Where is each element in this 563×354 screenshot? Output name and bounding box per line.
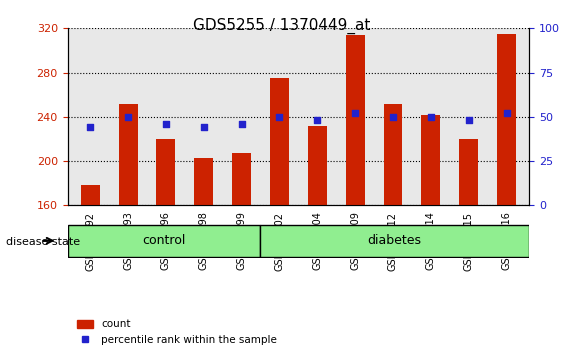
Text: control: control bbox=[142, 234, 185, 247]
Bar bbox=[81, 185, 100, 205]
Bar bbox=[270, 78, 289, 205]
Bar bbox=[232, 153, 251, 205]
Bar bbox=[346, 35, 365, 205]
Point bbox=[162, 121, 171, 127]
Bar bbox=[497, 34, 516, 205]
Text: GDS5255 / 1370449_at: GDS5255 / 1370449_at bbox=[193, 18, 370, 34]
Point bbox=[464, 118, 473, 123]
Point bbox=[124, 114, 133, 120]
Bar bbox=[194, 158, 213, 205]
FancyBboxPatch shape bbox=[68, 225, 260, 257]
Point bbox=[388, 114, 397, 120]
Bar bbox=[421, 115, 440, 205]
Bar bbox=[157, 139, 176, 205]
Bar bbox=[308, 126, 327, 205]
Bar bbox=[383, 104, 403, 205]
Legend: count, percentile rank within the sample: count, percentile rank within the sample bbox=[73, 315, 281, 349]
Text: diabetes: diabetes bbox=[368, 234, 422, 247]
Point bbox=[86, 125, 95, 130]
Point bbox=[199, 125, 208, 130]
Point bbox=[237, 121, 246, 127]
Bar bbox=[119, 104, 137, 205]
Text: disease state: disease state bbox=[6, 238, 80, 247]
Point bbox=[426, 114, 435, 120]
Point bbox=[502, 110, 511, 116]
Bar bbox=[459, 139, 478, 205]
Point bbox=[275, 114, 284, 120]
FancyBboxPatch shape bbox=[260, 225, 529, 257]
Point bbox=[313, 118, 322, 123]
Point bbox=[351, 110, 360, 116]
